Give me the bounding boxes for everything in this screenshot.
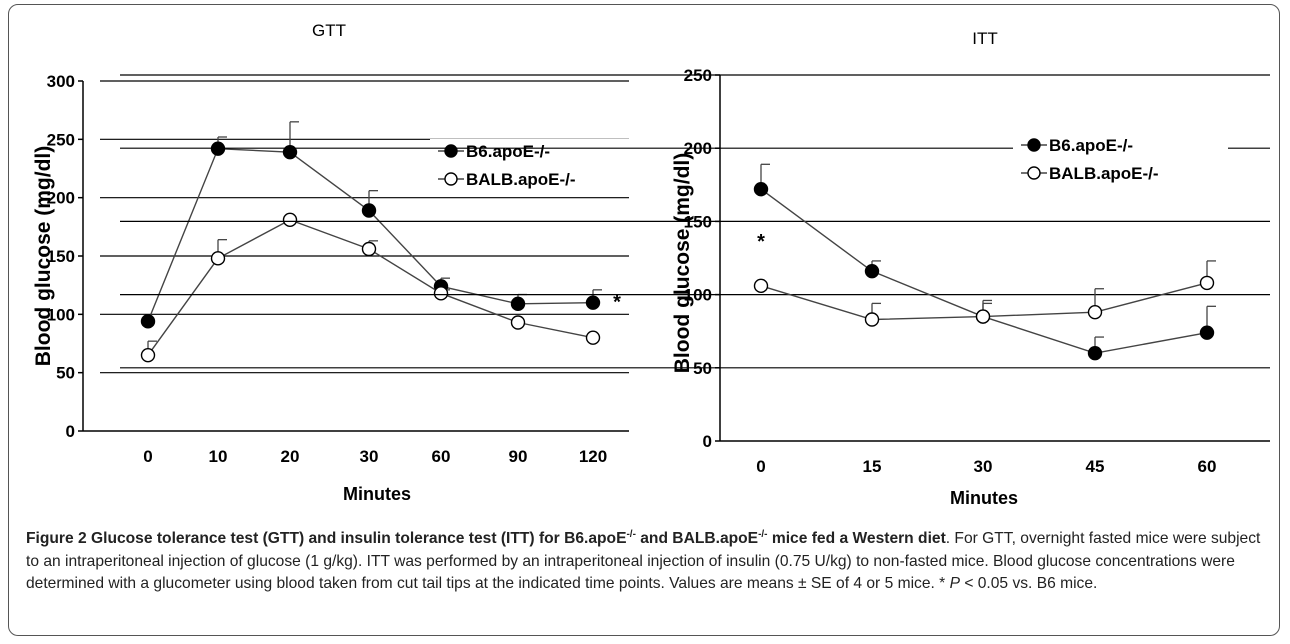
legend-label: B6.apoE-/-	[466, 142, 550, 161]
legend: B6.apoE-/- BALB.apoE-/-	[1013, 133, 1228, 189]
x-tick-label: 60	[432, 447, 451, 466]
data-point	[753, 278, 769, 294]
x-tick-label: 90	[509, 447, 528, 466]
chart-title: ITT	[972, 29, 998, 48]
series-balb	[753, 260, 1216, 327]
caption-title-part: Glucose tolerance test (GTT) and insulin…	[91, 530, 627, 547]
data-point	[510, 296, 526, 312]
data-point	[1087, 345, 1103, 361]
caption-title-sup: -/-	[758, 529, 768, 540]
caption-title: Glucose tolerance test (GTT) and insulin…	[91, 529, 946, 548]
data-point	[585, 295, 601, 310]
x-tick-label: 60	[1198, 457, 1217, 476]
data-point	[361, 203, 377, 218]
data-point	[282, 212, 298, 228]
caption-p-symbol: P	[949, 575, 960, 592]
data-point	[864, 263, 880, 279]
y-tick-label: 150	[47, 247, 75, 266]
data-point	[510, 315, 526, 330]
legend-marker	[444, 172, 458, 186]
data-point	[1199, 325, 1215, 340]
legend-marker	[444, 144, 458, 158]
y-tick-label: 300	[47, 72, 75, 91]
x-tick-label: 120	[579, 447, 607, 466]
series-balb	[140, 212, 601, 363]
legend-marker	[1027, 138, 1041, 152]
series-b6	[753, 163, 1216, 361]
y-tick-label: 50	[56, 364, 75, 383]
figure-frame	[8, 4, 1280, 636]
data-point	[361, 241, 377, 257]
data-point	[864, 312, 880, 327]
caption-body: . For GTT, overnight fasted mice were su…	[26, 530, 1261, 592]
y-tick-label: 200	[684, 139, 712, 158]
figure-caption: Figure 2 Glucose tolerance test (GTT) an…	[26, 528, 1276, 596]
x-tick-label: 45	[1086, 457, 1105, 476]
legend-box	[1013, 133, 1228, 189]
series-line	[760, 188, 1208, 354]
y-tick-label: 100	[684, 286, 712, 305]
data-point	[140, 314, 156, 329]
data-point	[1199, 275, 1215, 291]
significance-annotation: *	[613, 292, 621, 314]
x-tick-label: 15	[863, 457, 882, 476]
x-tick-label: 30	[974, 457, 993, 476]
x-tick-label: 20	[281, 447, 300, 466]
y-tick-label: 100	[47, 305, 75, 324]
chart-title: GTT	[312, 21, 346, 40]
chart-gtt: 0 50 100 150 200 250 300 0 10 20 30 60 90 120 GTT Minut…	[32, 21, 630, 504]
y-tick-label: 150	[684, 212, 712, 231]
y-tick-label: 200	[47, 189, 75, 208]
data-point	[1087, 304, 1103, 320]
legend-label: BALB.apoE-/-	[466, 170, 576, 189]
caption-title-part: mice fed a Western diet	[767, 530, 946, 547]
y-tick-label: 250	[684, 66, 712, 85]
data-point	[282, 144, 298, 160]
data-point	[210, 251, 226, 266]
data-point	[975, 309, 991, 324]
data-point	[753, 181, 769, 197]
series-line	[147, 219, 594, 356]
legend-label: BALB.apoE-/-	[1049, 164, 1159, 183]
legend: B6.apoE-/- BALB.apoE-/-	[430, 139, 630, 195]
data-point	[585, 330, 601, 345]
x-tick-label: 10	[209, 447, 228, 466]
y-tick-label: 50	[693, 359, 712, 378]
data-point	[433, 286, 449, 301]
x-axis-label: Minutes	[343, 484, 411, 504]
x-tick-label: 0	[756, 457, 765, 476]
y-tick-label: 0	[66, 422, 75, 441]
y-tick-label: 0	[703, 432, 712, 451]
significance-annotation: *	[757, 231, 765, 253]
caption-title-sup: -/-	[626, 529, 636, 540]
x-tick-label: 30	[360, 447, 379, 466]
y-axis-label: Blood glucose (mg/dl)	[32, 146, 55, 367]
x-tick-label: 0	[143, 447, 152, 466]
x-axis-label: Minutes	[950, 488, 1018, 508]
caption-tail: < 0.05 vs. B6 mice.	[959, 575, 1098, 592]
caption-title-part: and BALB.apoE	[635, 530, 759, 547]
caption-label: Figure 2	[26, 530, 87, 547]
legend-label: B6.apoE-/-	[1049, 136, 1133, 155]
y-tick-label: 250	[47, 130, 75, 149]
data-point	[140, 347, 156, 363]
y-axis-label: Blood glucose (mg/dl)	[671, 153, 694, 374]
legend-marker	[1027, 166, 1041, 180]
